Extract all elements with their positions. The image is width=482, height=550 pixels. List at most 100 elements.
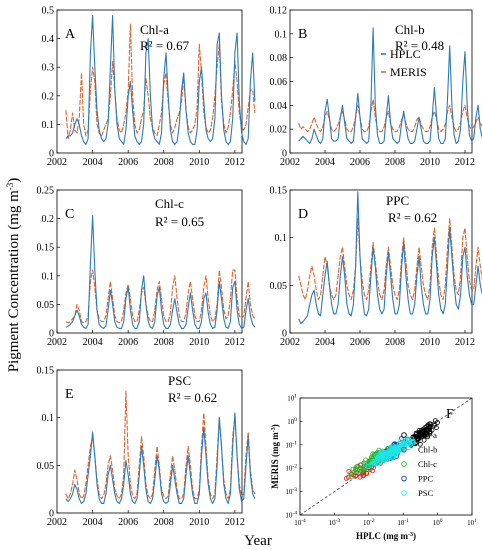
legend-label-ppc: PPC [418,474,433,484]
x-tick-label: 2004 [315,157,335,168]
x-tick-label: 10-1 [397,518,409,527]
x-tick-label: 2002 [280,337,300,348]
tick-base: 10 [285,512,293,520]
y-axis-label: Pigment Concentration (mg m-3) [5,178,22,373]
scatter-point-chl-a [427,421,433,427]
tick-base: 10 [285,441,293,449]
legend: Chl-a Chl-b Chl-c PPC PSC [401,430,437,498]
panels: 0 0.1 0.2 0.3 0.4 0.5 2002 2004 2006 2008 2010 2012… [37,6,482,542]
panel-d: 0 0.05 0.1 0.15 2002 2004 2006 2008 2010 2012 D PPC… [270,186,482,348]
tick-base: 10 [397,519,405,527]
scatter-point-psc [372,458,378,464]
series-line-hplc [298,191,482,325]
tick-exponent: -4 [301,518,306,524]
legend-marker-chl-c [401,461,407,467]
legend-label-meris: MERIS [390,65,427,79]
x-tick-label: 2008 [154,517,174,528]
scatter-point-psc [409,438,415,444]
scatter-point-chl-a [421,437,427,443]
y-tick-label: 0.1 [42,271,55,282]
x-tick-label: 2010 [189,157,209,168]
legend: HPLC MERIS [381,47,427,79]
x-tick-label: 2012 [225,337,245,348]
x-tick-label: 2008 [154,337,174,348]
y-tick-label: 101 [287,394,297,403]
y-tick-label: 10-3 [285,487,297,496]
y-tick-label: 0 [49,329,54,340]
x-tick-label: 2010 [420,337,440,348]
y-tick-label: 0.2 [42,91,55,102]
x-tick-label: 2002 [47,517,67,528]
panel-letter: D [298,207,308,222]
scatter-point-psc [407,439,413,445]
panel-frame [56,369,243,514]
legend-label-chl-a: Chl-a [418,430,437,440]
series-line-hplc [65,15,256,145]
scatter-point-psc [405,445,411,451]
series-line-hplc [65,412,256,505]
r-squared-label: R² = 0.67 [140,38,190,53]
tick-exponent: -3 [292,487,297,493]
y-axis-label-text: MERIS (mg m [270,432,280,489]
x-tick-label: 2008 [385,337,405,348]
x-axis-label: HPLC (mg m-3) [356,531,416,541]
series-line-hplc [298,27,482,145]
panel-letter: B [298,27,307,42]
legend-label-chl-b: Chl-b [418,445,437,455]
x-tick-label: 2010 [189,337,209,348]
legend-marker-ppc [401,475,407,482]
scatter-point-chl-c [370,451,376,457]
y-tick-label: 0.3 [42,63,55,74]
scatter-point-chl-a [424,432,430,438]
tick-base: 10 [363,519,371,527]
x-tick-label: 101 [467,518,477,527]
x-axis-label-close: ) [413,531,416,541]
panel-letter: E [65,387,74,402]
panel-b: 0 0.02 0.04 0.06 0.08 0.1 0.12 2002 2004 2006 2008… [270,6,482,168]
x-tick-label: 2010 [189,517,209,528]
tick-base: 10 [287,395,295,403]
y-axis-label-superscript: -3 [5,182,15,190]
x-tick-label: 10-4 [294,518,306,527]
pigment-label: PSC [168,373,191,388]
y-tick-label: 100 [287,417,297,426]
scatter-point-psc [386,454,392,460]
panel-letter: C [65,207,74,222]
panel-letter: A [65,27,76,42]
scatter-point-psc [406,436,412,442]
scatter-point-chl-b [353,472,359,478]
x-tick-label: 2010 [420,157,440,168]
tick-exponent: 1 [294,394,297,400]
x-tick-label: 100 [433,518,443,527]
scatter-point-chl-a [419,432,425,437]
x-tick-label: 2004 [83,337,103,348]
y-tick-label: 0.02 [270,125,288,136]
scatter-point-psc [386,448,392,454]
scatter-point-chl-a [416,431,422,437]
scatter-point-chl-c [366,458,372,464]
panel-f: 10-410-410-310-310-210-210-110-110010010… [270,394,477,542]
scatter-point-chl-a [432,422,437,428]
tick-exponent: -2 [370,518,375,524]
scatter-point-psc [362,461,368,467]
tick-exponent: -1 [292,440,297,446]
x-tick-label: 2002 [280,157,300,168]
tick-base: 10 [285,488,293,496]
x-tick-label: 2008 [385,157,405,168]
scatter-point-psc [365,463,371,469]
x-tick-label: 2012 [225,157,245,168]
legend-label-psc: PSC [418,488,433,498]
y-tick-label: 0.5 [42,6,55,17]
scatter-point-chl-c [356,466,362,472]
scatter-point-psc [375,454,381,460]
tick-base: 10 [285,465,293,473]
x-tick-label: 2012 [455,157,475,168]
x-axis-label: Year [244,533,272,549]
x-tick-label: 2006 [350,337,370,348]
y-axis-label-close: ) [270,424,280,427]
x-tick-label: 2006 [118,337,138,348]
tick-base: 10 [467,519,475,527]
tick-base: 10 [329,519,337,527]
x-tick-label: 2012 [225,517,245,528]
